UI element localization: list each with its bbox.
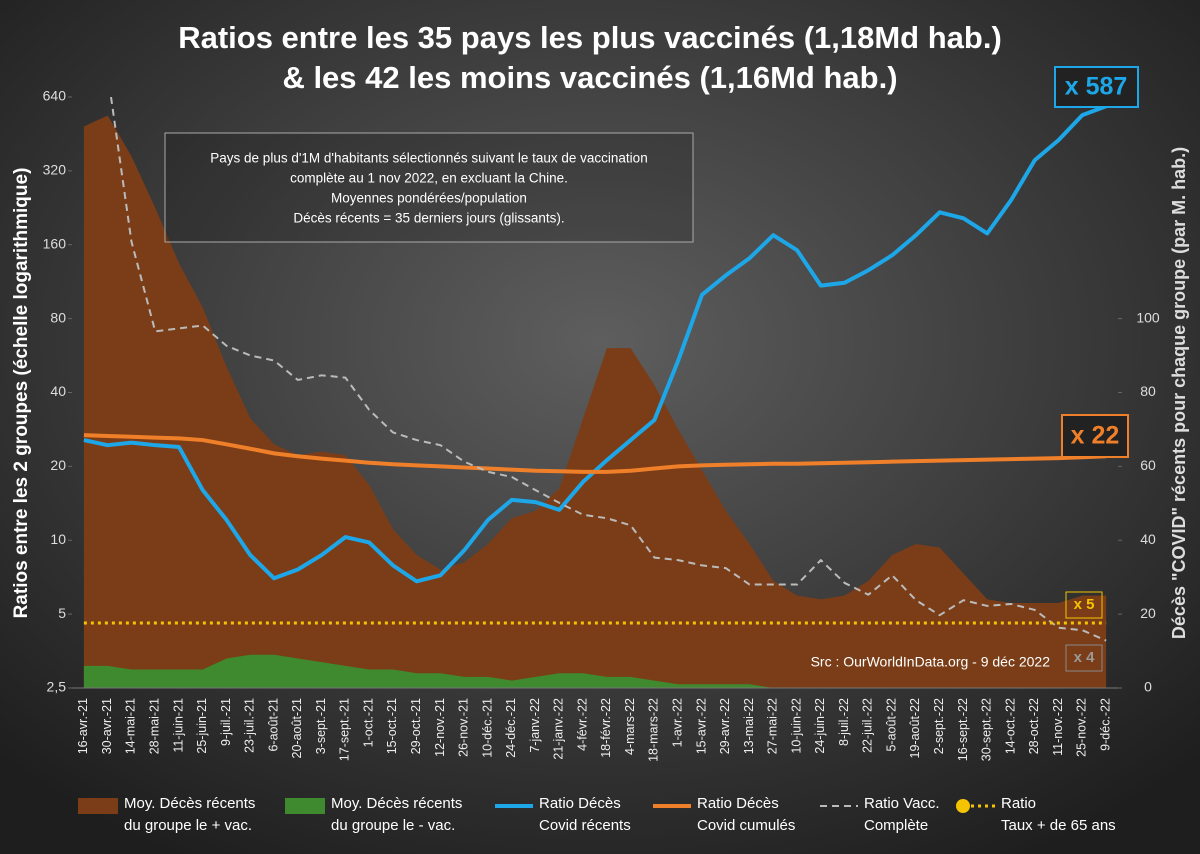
x-tick-label: 24-juin-22 xyxy=(813,698,827,754)
x-tick-label: 17-sept.-21 xyxy=(338,698,352,761)
note-line: Décès récents = 35 derniers jours (gliss… xyxy=(293,211,564,226)
y-tick-label: 20 xyxy=(50,457,66,473)
y-tick-label: 640 xyxy=(43,88,67,104)
annotation: x 22 xyxy=(1071,422,1120,450)
legend-swatch xyxy=(495,804,533,808)
legend-label: Moy. Décès récents du groupe le - vac. xyxy=(331,795,463,834)
y2-tick-label: 20 xyxy=(1140,605,1156,621)
x-tick-label: 28-oct.-22 xyxy=(1027,698,1041,754)
annotation: x 5 xyxy=(1074,596,1095,613)
x-tick-label: 21-janv.-22 xyxy=(552,698,566,760)
x-tick-label: 26-nov.-21 xyxy=(457,698,471,757)
legend-label: Moy. Décès récents du groupe le + vac. xyxy=(124,795,256,834)
x-tick-label: 15-avr.-22 xyxy=(694,698,708,754)
x-tick-label: 8-juil.-22 xyxy=(837,698,851,746)
x-tick-label: 24-déc.-21 xyxy=(504,698,518,758)
x-tick-label: 18-mars-22 xyxy=(647,698,661,762)
x-tick-label: 30-sept.-22 xyxy=(980,698,994,761)
x-tick-label: 6-août-21 xyxy=(266,698,280,752)
annotation: x 4 xyxy=(1074,649,1096,666)
annotation-box xyxy=(1065,591,1103,619)
y2-tick-label: 80 xyxy=(1140,383,1156,399)
x-tick-label: 5-août-22 xyxy=(884,698,898,752)
note-line: Pays de plus d'1M d'habitants sélectionn… xyxy=(210,151,647,166)
x-tick-label: 11-juin-21 xyxy=(171,698,185,753)
x-tick-label: 25-juin-21 xyxy=(195,698,209,754)
legend-swatch xyxy=(285,798,325,814)
annotation-box xyxy=(1061,414,1129,458)
x-tick-label: 15-oct.-21 xyxy=(385,698,399,754)
y2-tick-label: 60 xyxy=(1140,457,1156,473)
y-axis-label: Ratios entre les 2 groupes (échelle loga… xyxy=(11,168,32,619)
x-tick-label: 16-avr.-21 xyxy=(76,698,90,754)
x-tick-label: 2-sept.-22 xyxy=(932,698,946,754)
x-tick-label: 23-juil.-21 xyxy=(243,698,257,753)
note-line: complète au 1 nov 2022, en excluant la C… xyxy=(290,171,568,186)
legend-swatch xyxy=(653,804,691,808)
x-tick-label: 19-août-22 xyxy=(908,698,922,759)
title-line: Ratios entre les 35 pays les plus vaccin… xyxy=(178,20,1002,55)
x-tick-label: 10-déc.-21 xyxy=(480,698,494,758)
x-tick-label: 9-déc.-22 xyxy=(1098,698,1112,751)
x-tick-label: 10-juin-22 xyxy=(789,698,803,754)
y-tick-label: 10 xyxy=(50,531,66,547)
legend-label: Ratio Taux + de 65 ans xyxy=(1001,795,1116,834)
x-tick-label: 14-oct.-22 xyxy=(1003,698,1017,754)
line xyxy=(110,97,1107,642)
x-tick-label: 28-mai-21 xyxy=(148,698,162,754)
legend-label: Ratio Vacc. Complète xyxy=(864,795,940,834)
annotation: x 587 xyxy=(1065,73,1128,101)
x-tick-label: 12-nov.-21 xyxy=(433,698,447,757)
legend-swatch xyxy=(820,805,858,807)
x-tick-label: 11-nov.-22 xyxy=(1051,698,1065,756)
line xyxy=(83,433,1107,474)
legend-label: Ratio Décès Covid cumulés xyxy=(697,795,796,834)
x-tick-label: 20-août-21 xyxy=(290,698,304,759)
x-tick-label: 16-sept.-22 xyxy=(956,698,970,761)
x-tick-label: 29-oct.-21 xyxy=(409,698,423,754)
legend-swatch xyxy=(78,798,118,814)
y-tick-label: 40 xyxy=(50,383,66,399)
x-tick-label: 4-févr.-22 xyxy=(575,698,589,751)
note-line: Moyennes pondérées/population xyxy=(331,191,527,206)
x-tick-label: 14-mai-21 xyxy=(124,698,138,754)
y-tick-label: 2,5 xyxy=(47,679,67,695)
y2-tick-label: 40 xyxy=(1140,531,1156,547)
y2-tick-label: 100 xyxy=(1136,309,1160,325)
x-tick-label: 18-févr.-22 xyxy=(599,698,613,758)
x-tick-label: 1-avr.-22 xyxy=(671,698,685,747)
x-tick-label: 13-mai-22 xyxy=(742,698,756,754)
x-tick-label: 30-avr.-21 xyxy=(100,698,114,754)
y-tick-label: 5 xyxy=(58,605,66,621)
legend-swatch xyxy=(956,799,995,813)
y2-tick-label: 0 xyxy=(1144,679,1152,695)
legend-label: Ratio Décès Covid récents xyxy=(539,795,631,834)
x-tick-label: 7-janv.-22 xyxy=(528,698,542,753)
x-tick-label: 22-juil.-22 xyxy=(861,698,875,753)
x-tick-label: 9-juil.-21 xyxy=(219,698,233,746)
y-tick-label: 80 xyxy=(50,309,66,325)
x-tick-label: 27-mai-22 xyxy=(766,698,780,754)
y-tick-label: 320 xyxy=(43,162,67,178)
annotation-box xyxy=(1065,644,1103,672)
y-tick-label: 160 xyxy=(43,235,67,251)
x-tick-label: 25-nov.-22 xyxy=(1075,698,1089,757)
title-line: & les 42 les moins vaccinés (1,16Md hab.… xyxy=(282,60,897,95)
area xyxy=(83,115,1107,688)
annotation-box xyxy=(1054,66,1139,108)
source: Src : OurWorldInData.org - 9 déc 2022 xyxy=(811,654,1051,670)
x-tick-label: 29-avr.-22 xyxy=(718,698,732,754)
x-tick-label: 3-sept.-21 xyxy=(314,698,328,754)
y2-axis-label: Décès "COVID" récents pour chaque groupe… xyxy=(1169,147,1189,639)
area xyxy=(83,654,1107,688)
x-tick-label: 4-mars-22 xyxy=(623,698,637,755)
x-tick-label: 1-oct.-21 xyxy=(361,698,375,747)
note-box xyxy=(164,132,694,243)
